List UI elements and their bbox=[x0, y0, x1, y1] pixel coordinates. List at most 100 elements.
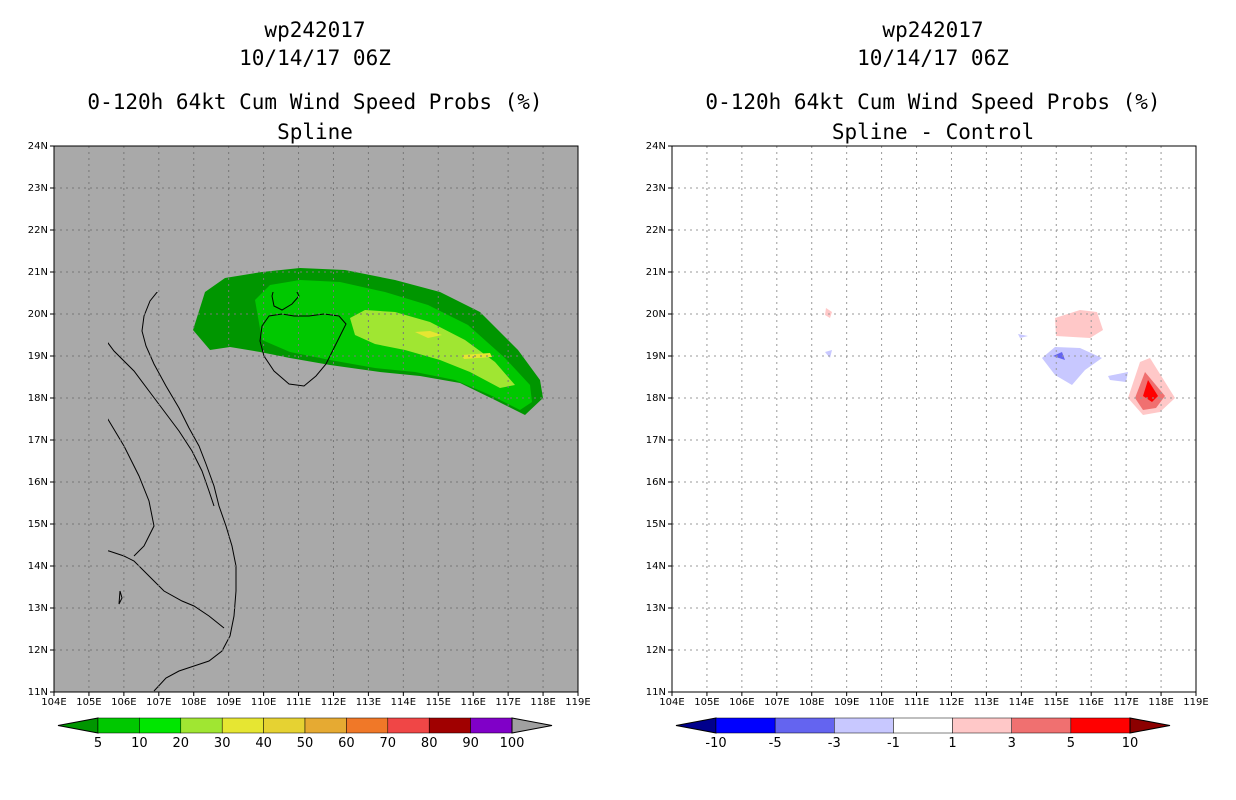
colorbar-box bbox=[715, 717, 776, 734]
lon-tick-label: 119E bbox=[565, 697, 590, 708]
right-gridlines bbox=[672, 146, 1196, 692]
colorbar-label: 50 bbox=[297, 736, 314, 751]
colorbar-label: 20 bbox=[173, 736, 190, 751]
lat-tick-label: 24N bbox=[646, 141, 666, 152]
lat-tick-label: 16N bbox=[646, 477, 666, 488]
colorbar-box bbox=[263, 717, 306, 734]
lat-tick-label: 18N bbox=[646, 393, 666, 404]
lon-tick-label: 105E bbox=[76, 697, 101, 708]
left-title-datetime: 10/14/17 06Z bbox=[239, 46, 391, 70]
colorbar-box bbox=[470, 717, 513, 734]
colorbar-label: -1 bbox=[887, 736, 900, 751]
lat-tick-label: 15N bbox=[646, 519, 666, 530]
lon-tick-label: 117E bbox=[495, 697, 520, 708]
colorbar-low-arrow bbox=[675, 717, 717, 734]
right-map-panel: 24N 23N 22N 21N 20N 19N 18N 17N 16N 15N 14N 13N 12N 1… bbox=[646, 141, 1209, 708]
lon-tick-label: 117E bbox=[1113, 697, 1138, 708]
lat-tick-label: 23N bbox=[646, 183, 666, 194]
lat-tick-label: 23N bbox=[28, 183, 48, 194]
lat-tick-label: 20N bbox=[646, 309, 666, 320]
lat-tick-label: 13N bbox=[646, 603, 666, 614]
left-title-product: 0-120h 64kt Cum Wind Speed Probs (%) bbox=[87, 90, 543, 114]
lat-tick-label: 12N bbox=[646, 645, 666, 656]
right-title-datetime: 10/14/17 06Z bbox=[857, 46, 1009, 70]
lon-tick-label: 104E bbox=[659, 697, 684, 708]
right-title-storm-id: wp242017 bbox=[882, 18, 984, 42]
colorbar-box bbox=[952, 717, 1012, 734]
colorbar-box bbox=[139, 717, 182, 734]
colorbar-box bbox=[387, 717, 430, 734]
lat-tick-label: 22N bbox=[28, 225, 48, 236]
right-colorbar: -10 -5 -3 -1 1 3 5 10 bbox=[675, 717, 1171, 751]
colorbar-box bbox=[180, 717, 223, 734]
lat-tick-label: 17N bbox=[28, 435, 48, 446]
colorbar-label: 10 bbox=[1122, 736, 1139, 751]
colorbar-label: -3 bbox=[828, 736, 841, 751]
lon-tick-label: 114E bbox=[391, 697, 416, 708]
left-map-frame bbox=[53, 145, 579, 693]
lon-tick-label: 108E bbox=[799, 697, 824, 708]
lat-tick-label: 14N bbox=[646, 561, 666, 572]
colorbar-box bbox=[774, 717, 835, 734]
lon-tick-label: 118E bbox=[1148, 697, 1173, 708]
colorbar-box bbox=[97, 717, 140, 734]
left-title-method: Spline bbox=[277, 120, 353, 144]
colorbar-label: 3 bbox=[1008, 736, 1016, 751]
colorbar-box bbox=[893, 717, 953, 734]
right-map-background bbox=[672, 146, 1196, 692]
lon-tick-label: 111E bbox=[286, 697, 311, 708]
lon-tick-label: 104E bbox=[41, 697, 66, 708]
lon-tick-label: 113E bbox=[974, 697, 999, 708]
colorbar-box bbox=[346, 717, 389, 734]
colorbar-label: 90 bbox=[462, 736, 479, 751]
lon-tick-label: 106E bbox=[729, 697, 754, 708]
lat-tick-label: 17N bbox=[646, 435, 666, 446]
colorbar-box bbox=[1070, 717, 1131, 734]
lat-tick-label: 11N bbox=[646, 687, 666, 698]
lon-tick-label: 107E bbox=[146, 697, 171, 708]
lon-tick-label: 112E bbox=[939, 697, 964, 708]
colorbar-high-arrow bbox=[1129, 717, 1171, 734]
lon-tick-label: 106E bbox=[111, 697, 136, 708]
left-probability-shading bbox=[193, 268, 543, 415]
lat-tick-label: 19N bbox=[646, 351, 666, 362]
lon-tick-label: 110E bbox=[251, 697, 276, 708]
lon-tick-label: 110E bbox=[869, 697, 894, 708]
lat-tick-label: 19N bbox=[28, 351, 48, 362]
left-colorbar: 5 10 20 30 40 50 60 70 80 90 100 bbox=[57, 717, 553, 751]
lat-tick-label: 12N bbox=[28, 645, 48, 656]
lat-tick-label: 14N bbox=[28, 561, 48, 572]
lon-tick-label: 116E bbox=[1078, 697, 1103, 708]
lat-tick-label: 21N bbox=[28, 267, 48, 278]
lon-tick-label: 114E bbox=[1009, 697, 1034, 708]
lat-tick-label: 15N bbox=[28, 519, 48, 530]
colorbar-label: 40 bbox=[255, 736, 272, 751]
colorbar-label: 5 bbox=[1067, 736, 1075, 751]
right-axis-ticks: 24N 23N 22N 21N 20N 19N 18N 17N 16N 15N 14N 13N 12N 1… bbox=[646, 141, 1209, 708]
colorbar-box bbox=[428, 717, 471, 734]
lon-tick-label: 115E bbox=[426, 697, 451, 708]
lon-tick-label: 115E bbox=[1044, 697, 1069, 708]
lon-tick-label: 105E bbox=[694, 697, 719, 708]
left-gridlines bbox=[54, 146, 578, 692]
left-axis-ticks: 24N 23N 22N 21N 20N 19N 18N 17N 16N 15N 14N 13N 12N 1… bbox=[28, 141, 591, 708]
lat-tick-label: 20N bbox=[28, 309, 48, 320]
lat-tick-label: 22N bbox=[646, 225, 666, 236]
lon-tick-label: 119E bbox=[1183, 697, 1208, 708]
colorbar-label: -5 bbox=[769, 736, 782, 751]
left-map-panel: 24N 23N 22N 21N 20N 19N 18N 17N 16N 15N 14N 13N 12N 1… bbox=[28, 141, 591, 708]
colorbar-label: -10 bbox=[705, 736, 726, 751]
left-map-background bbox=[54, 146, 578, 692]
colorbar-label: 1 bbox=[948, 736, 956, 751]
lat-tick-label: 11N bbox=[28, 687, 48, 698]
lon-tick-label: 118E bbox=[530, 697, 555, 708]
colorbar-box bbox=[221, 717, 264, 734]
lat-tick-label: 18N bbox=[28, 393, 48, 404]
right-title-product: 0-120h 64kt Cum Wind Speed Probs (%) bbox=[705, 90, 1161, 114]
lon-tick-label: 116E bbox=[460, 697, 485, 708]
lon-tick-label: 113E bbox=[356, 697, 381, 708]
lat-tick-label: 24N bbox=[28, 141, 48, 152]
colorbar-label: 80 bbox=[421, 736, 438, 751]
colorbar-label: 100 bbox=[500, 736, 525, 751]
